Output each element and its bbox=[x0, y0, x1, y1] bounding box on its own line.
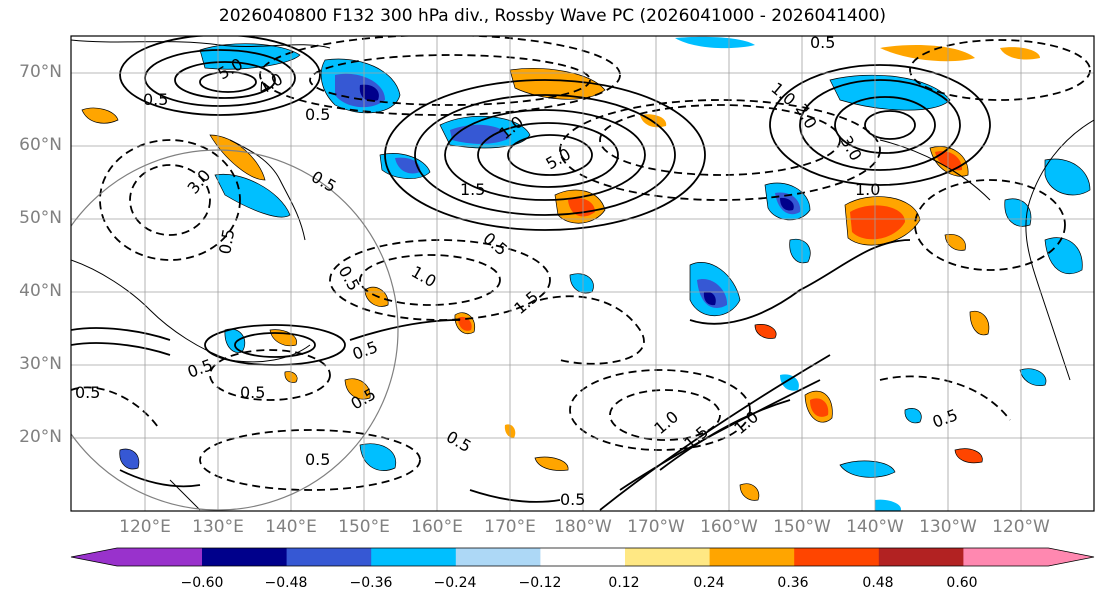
colorbar-outline bbox=[70, 547, 1095, 567]
lat-label: 60°N bbox=[19, 135, 62, 155]
colorbar-label: −0.24 bbox=[433, 575, 477, 591]
lat-label: 50°N bbox=[19, 208, 62, 228]
colorbar-label: 0.48 bbox=[862, 575, 894, 591]
lat-label: 30°N bbox=[19, 354, 62, 374]
colorbar-swatch bbox=[709, 548, 795, 566]
colorbar-label: 0.12 bbox=[608, 575, 640, 591]
lon-label: 140°W bbox=[846, 517, 904, 537]
lat-label: 20°N bbox=[19, 427, 62, 447]
contour-label: 0.5 bbox=[930, 405, 960, 432]
colorbar-swatch bbox=[117, 548, 203, 566]
lat-label: 40°N bbox=[19, 281, 62, 301]
lon-label: 130°E bbox=[192, 517, 244, 537]
contour-label: 0.5 bbox=[443, 427, 475, 456]
coastlines bbox=[71, 39, 1094, 511]
colorbar-extend-left bbox=[71, 548, 117, 566]
lon-label: 120°W bbox=[992, 517, 1050, 537]
contour-label: 0.5 bbox=[215, 227, 238, 255]
contour-label: 0.5 bbox=[305, 105, 330, 124]
contour-label: 0.5 bbox=[335, 263, 364, 295]
lon-label: 180°W bbox=[554, 517, 612, 537]
contour-label: 0.5 bbox=[143, 90, 168, 109]
lon-label: 170°E bbox=[484, 517, 536, 537]
colorbar-swatch bbox=[371, 548, 457, 566]
colorbar-swatch bbox=[963, 548, 1049, 566]
contour-label: 0.5 bbox=[810, 33, 835, 52]
colorbar bbox=[70, 547, 1095, 567]
lon-label: 170°W bbox=[627, 517, 685, 537]
colorbar-swatch bbox=[794, 548, 880, 566]
map-title: 2026040800 F132 300 hPa div., Rossby Wav… bbox=[218, 6, 887, 26]
lon-label: 130°W bbox=[919, 517, 977, 537]
contour-label: 0.5 bbox=[479, 229, 511, 260]
contour-label: 1.5 bbox=[460, 180, 485, 199]
divergence-shading bbox=[81, 36, 1091, 511]
colorbar-swatch bbox=[878, 548, 964, 566]
colorbar-label: 0.24 bbox=[693, 575, 725, 591]
contour-label: 1.0 bbox=[408, 262, 440, 291]
contour-label: 0.5 bbox=[560, 490, 585, 509]
lon-label: 150°W bbox=[773, 517, 831, 537]
contour-label: 1.0 bbox=[855, 180, 880, 199]
colorbar-swatch bbox=[455, 548, 541, 566]
colorbar-extend-right bbox=[1048, 548, 1094, 566]
lon-label: 140°E bbox=[265, 517, 317, 537]
wave-contours bbox=[71, 36, 991, 511]
contour-label: 0.5 bbox=[305, 450, 330, 469]
colorbar-label: −0.48 bbox=[264, 575, 308, 591]
lon-label: 160°E bbox=[411, 517, 463, 537]
colorbar-swatch bbox=[540, 548, 626, 566]
contour-label: 5.0 bbox=[543, 144, 575, 173]
contour-label: 1.0 bbox=[767, 79, 799, 110]
contour-label: 0.5 bbox=[240, 383, 265, 402]
colorbar-label: 0.36 bbox=[777, 575, 809, 591]
colorbar-swatch bbox=[202, 548, 288, 566]
map-frame bbox=[70, 35, 1095, 512]
lon-label: 150°E bbox=[338, 517, 390, 537]
negative-contours bbox=[71, 36, 1091, 491]
colorbar-label: −0.36 bbox=[349, 575, 393, 591]
contour-label: 0.5 bbox=[75, 383, 100, 402]
colorbar-label: 0.60 bbox=[946, 575, 978, 591]
contour-label: 0.5 bbox=[308, 167, 340, 196]
lon-label: 160°W bbox=[700, 517, 758, 537]
colorbar-swatch bbox=[625, 548, 711, 566]
lat-label: 70°N bbox=[19, 62, 62, 82]
colorbar-label: −0.60 bbox=[180, 575, 224, 591]
colorbar-swatch bbox=[286, 548, 372, 566]
lon-label: 120°E bbox=[119, 517, 171, 537]
contour-label: 0.5 bbox=[350, 337, 380, 364]
grid-lines bbox=[71, 36, 1094, 511]
highlight-circle bbox=[71, 149, 399, 511]
contour-label: 1.0 bbox=[650, 407, 682, 438]
colorbar-label: −0.12 bbox=[518, 575, 562, 591]
